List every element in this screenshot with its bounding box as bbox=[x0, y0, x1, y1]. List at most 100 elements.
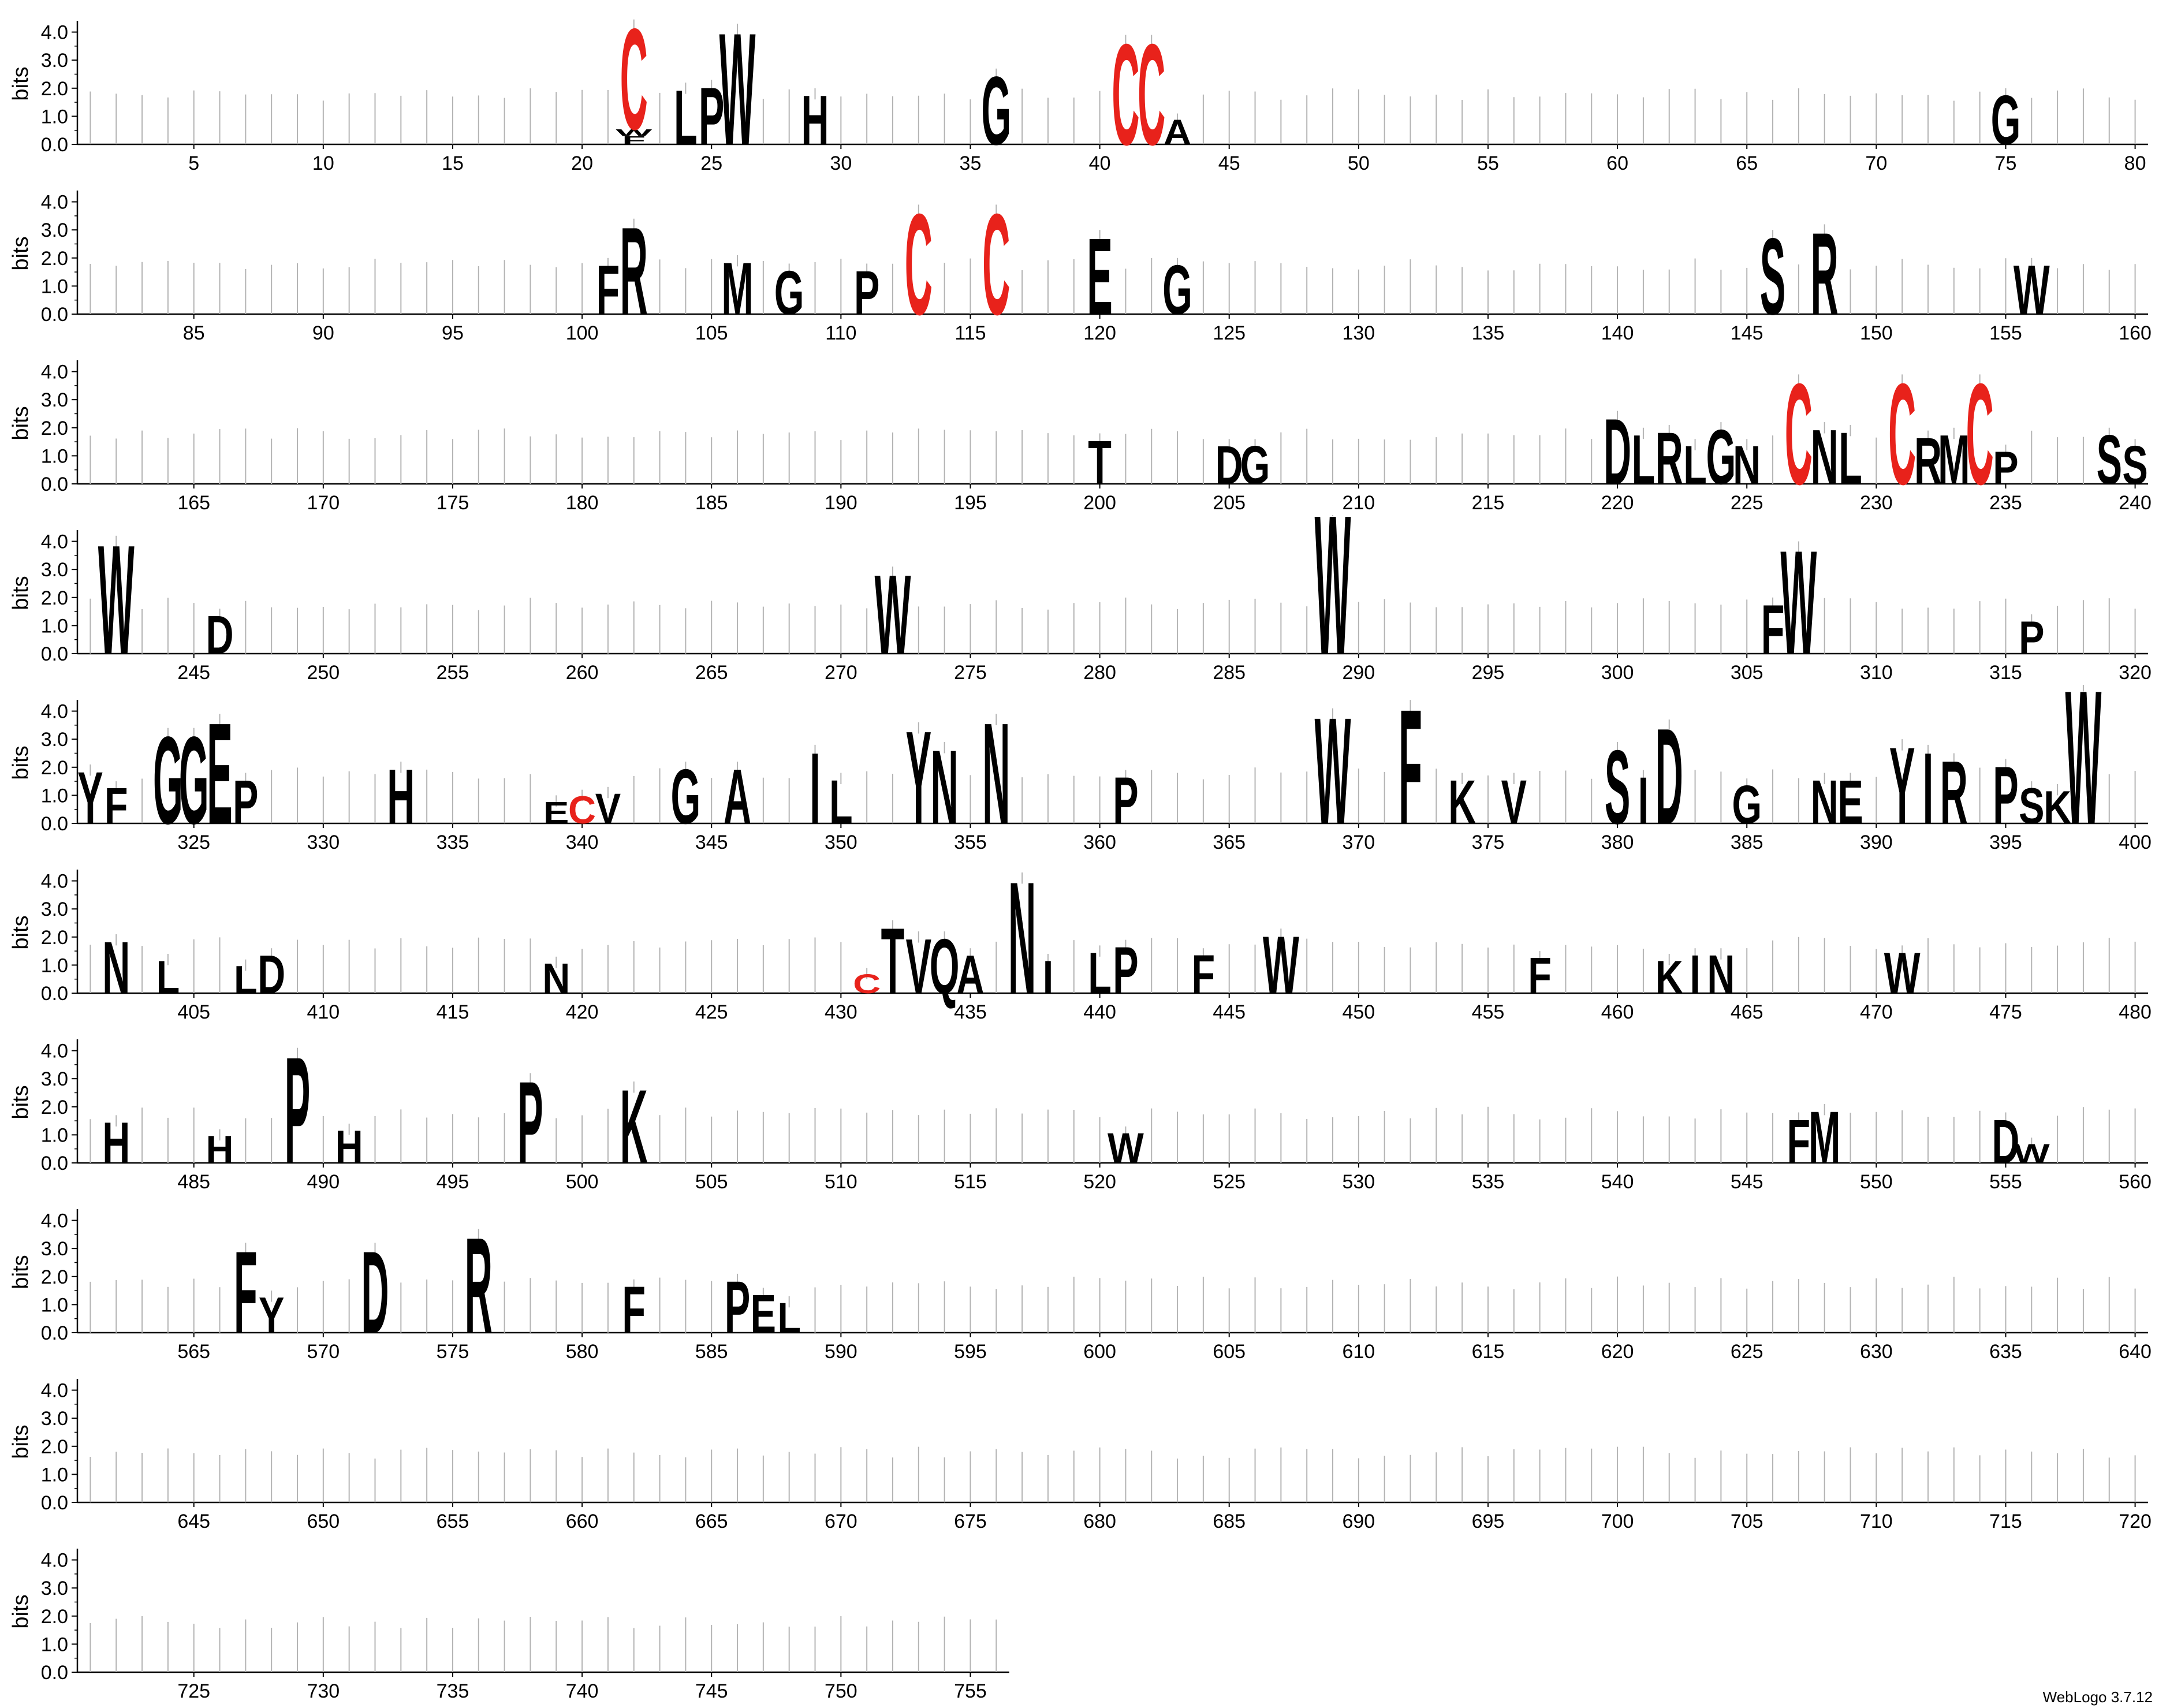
y-tick-label: 4.0 bbox=[41, 1550, 68, 1572]
logo-letter: W bbox=[1108, 1124, 1144, 1172]
y-tick-label: 4.0 bbox=[41, 192, 68, 214]
x-tick-label: 610 bbox=[1342, 1341, 1375, 1363]
y-tick-label: 3.0 bbox=[41, 1578, 68, 1599]
x-tick-label: 335 bbox=[437, 831, 469, 853]
y-tick-label: 2.0 bbox=[41, 417, 68, 439]
x-tick-label: 255 bbox=[437, 662, 469, 684]
x-tick-label: 535 bbox=[1472, 1171, 1505, 1193]
logo-letter: N bbox=[1707, 945, 1735, 1005]
logo-letter: F bbox=[1399, 676, 1422, 859]
y-tick-label: 4.0 bbox=[41, 1380, 68, 1402]
logo-letter: T bbox=[881, 909, 905, 1014]
logo-letter: G bbox=[1732, 775, 1762, 836]
logo-letter: A bbox=[956, 945, 984, 1005]
x-tick-label: 5 bbox=[188, 152, 199, 174]
x-tick-label: 50 bbox=[1348, 152, 1370, 174]
logo-letter: P bbox=[285, 1025, 310, 1195]
x-tick-label: 570 bbox=[307, 1341, 340, 1363]
logo-letter: G bbox=[1162, 251, 1192, 329]
x-tick-label: 230 bbox=[1860, 492, 1893, 514]
x-tick-label: 185 bbox=[695, 492, 728, 514]
logo-letter: E bbox=[1087, 217, 1112, 338]
y-tick-label: 2.0 bbox=[41, 78, 68, 100]
y-tick-label: 3.0 bbox=[41, 729, 68, 751]
logo-letter: I bbox=[1690, 945, 1700, 1005]
x-tick-label: 575 bbox=[437, 1341, 469, 1363]
y-tick-label: 1.0 bbox=[41, 1464, 68, 1486]
logo-letter: W bbox=[1315, 474, 1351, 696]
logo-letter: P bbox=[233, 768, 258, 837]
x-tick-label: 615 bbox=[1472, 1341, 1505, 1363]
logo-letter: H bbox=[206, 1128, 234, 1172]
logo-letter: S bbox=[2019, 777, 2044, 834]
x-tick-label: 200 bbox=[1083, 492, 1116, 514]
y-tick-label: 1.0 bbox=[41, 785, 68, 807]
x-tick-label: 75 bbox=[1995, 152, 2017, 174]
logo-letter: N bbox=[1733, 435, 1761, 496]
logo-letter: G bbox=[981, 57, 1011, 166]
logo-letter: L bbox=[234, 959, 258, 1002]
x-tick-label: 80 bbox=[2124, 152, 2146, 174]
logo-letter: R bbox=[620, 201, 648, 341]
logo-letter: K bbox=[620, 1069, 648, 1186]
x-tick-label: 470 bbox=[1860, 1001, 1893, 1023]
x-tick-label: 305 bbox=[1731, 662, 1763, 684]
logo-letter: L bbox=[1632, 420, 1656, 499]
logo-letter: D bbox=[361, 1227, 389, 1358]
logo-letter: F bbox=[234, 1227, 258, 1358]
logo-letter: C bbox=[568, 789, 596, 833]
x-tick-label: 680 bbox=[1083, 1511, 1116, 1532]
x-tick-label: 525 bbox=[1213, 1171, 1246, 1193]
x-tick-label: 380 bbox=[1601, 831, 1634, 853]
x-tick-label: 320 bbox=[2119, 662, 2152, 684]
logo-letter: W bbox=[2065, 651, 2102, 864]
y-tick-label: 2.0 bbox=[41, 1436, 68, 1458]
x-tick-label: 65 bbox=[1736, 152, 1758, 174]
logo-letter: P bbox=[1113, 933, 1138, 1007]
x-tick-label: 645 bbox=[177, 1511, 210, 1532]
x-tick-label: 665 bbox=[695, 1511, 728, 1532]
y-tick-label: 3.0 bbox=[41, 389, 68, 411]
logo-letter: H bbox=[335, 1121, 363, 1173]
x-tick-label: 330 bbox=[307, 831, 340, 853]
x-tick-label: 180 bbox=[566, 492, 599, 514]
x-tick-label: 730 bbox=[307, 1680, 340, 1702]
x-tick-label: 620 bbox=[1601, 1341, 1634, 1363]
x-tick-label: 165 bbox=[177, 492, 210, 514]
y-tick-label: 1.0 bbox=[41, 106, 68, 128]
x-tick-label: 755 bbox=[954, 1680, 987, 1702]
y-axis-label: bits bbox=[9, 406, 33, 440]
logo-letter: A bbox=[724, 753, 751, 840]
x-tick-label: 595 bbox=[954, 1341, 987, 1363]
logo-letter: E bbox=[1837, 768, 1863, 837]
x-tick-label: 30 bbox=[830, 152, 852, 174]
x-tick-label: 215 bbox=[1472, 492, 1505, 514]
logo-row: bits 0.0 1.0 2.0 3.0 4.0 165 170 175 180 185 190 195… bbox=[9, 354, 2152, 515]
x-tick-label: 450 bbox=[1342, 1001, 1375, 1023]
logo-letter: K bbox=[1448, 768, 1476, 837]
logo-letter: G bbox=[153, 710, 183, 850]
x-tick-label: 60 bbox=[1606, 152, 1628, 174]
x-tick-label: 155 bbox=[1989, 322, 2022, 344]
x-tick-label: 725 bbox=[177, 1680, 210, 1702]
logo-letter: Y bbox=[259, 1286, 284, 1344]
logo-letter: P bbox=[2019, 611, 2044, 664]
logo-letter: V bbox=[906, 923, 931, 1010]
logo-letter: L bbox=[1088, 941, 1112, 1006]
x-tick-label: 515 bbox=[954, 1171, 987, 1193]
logo-letter: I bbox=[1043, 951, 1054, 1004]
x-tick-label: 550 bbox=[1860, 1171, 1893, 1193]
logo-letter: W bbox=[1315, 685, 1351, 856]
logo-letter: R bbox=[1811, 208, 1839, 339]
y-tick-label: 0.0 bbox=[41, 134, 68, 156]
logo-letter: W bbox=[875, 551, 911, 677]
x-tick-label: 325 bbox=[177, 831, 210, 853]
y-tick-label: 2.0 bbox=[41, 1097, 68, 1118]
x-tick-label: 410 bbox=[307, 1001, 340, 1023]
x-tick-label: 695 bbox=[1472, 1511, 1505, 1532]
logo-letter: N bbox=[982, 693, 1010, 855]
logo-letter: Y bbox=[1889, 726, 1915, 848]
